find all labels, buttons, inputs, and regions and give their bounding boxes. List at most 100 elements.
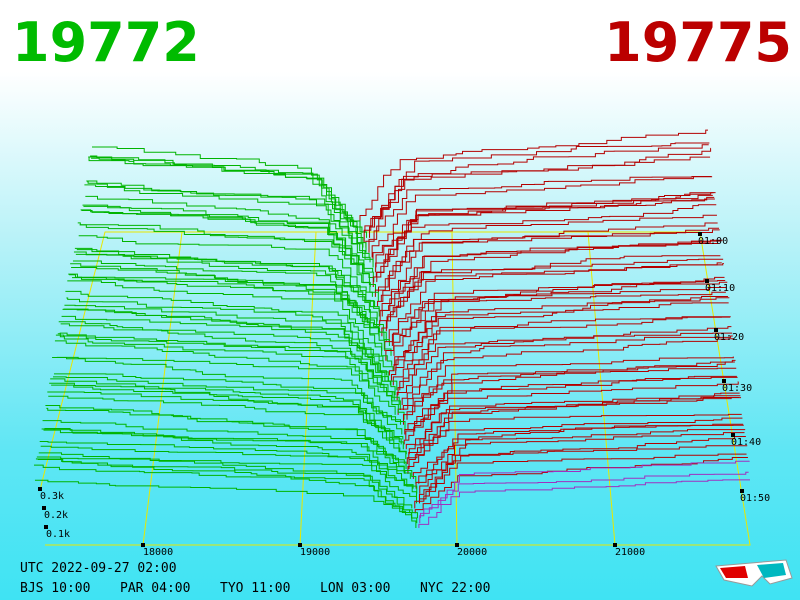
utc-time: UTC 2022-09-27 02:00 xyxy=(20,561,177,576)
depth-label: 0.3k xyxy=(40,491,64,502)
bid-depth-line xyxy=(48,395,407,455)
time-tick xyxy=(722,379,726,383)
price-grid-line xyxy=(587,231,616,546)
bid-depth-line xyxy=(79,224,376,292)
ask-depth-line xyxy=(418,479,750,528)
price-label: 21000 xyxy=(615,547,645,558)
ask-depth-line xyxy=(408,413,742,469)
bid-depth-line xyxy=(41,428,414,489)
price-tick xyxy=(455,543,459,547)
bid-depth-line xyxy=(49,382,404,450)
time-label: 01:40 xyxy=(731,437,761,448)
bid-depth-line xyxy=(60,323,398,391)
bid-depth-line xyxy=(78,235,373,297)
depth-tick xyxy=(38,487,42,491)
ask-depth-line xyxy=(381,229,720,312)
bid-depth-line xyxy=(51,384,404,440)
price-tick xyxy=(141,543,145,547)
bid-depth-line xyxy=(42,420,417,484)
depth-tick xyxy=(42,506,46,510)
ask-depth-line xyxy=(419,429,746,494)
ask-depth-line xyxy=(377,214,717,292)
time-tick xyxy=(714,328,718,332)
price-label: 19000 xyxy=(300,547,330,558)
timezone-label: TYO 11:00 xyxy=(220,581,290,596)
bid-depth-line xyxy=(57,333,400,406)
ask-depth-line xyxy=(402,356,734,410)
ask-depth-line xyxy=(406,397,742,465)
time-label: 01:50 xyxy=(740,493,770,504)
ask-depth-line xyxy=(395,296,728,371)
ask-depth-line xyxy=(372,194,713,263)
ask-depth-line xyxy=(390,297,730,381)
ask-depth-line xyxy=(415,432,745,489)
ask-depth-line xyxy=(408,395,741,460)
bid-depth-line xyxy=(43,429,411,479)
ask-depth-line xyxy=(372,204,717,288)
ask-depth-line xyxy=(371,176,713,258)
timezone-label: PAR 04:00 xyxy=(120,581,190,596)
timezone-label: BJS 10:00 xyxy=(20,581,90,596)
depth-label: 0.2k xyxy=(44,510,68,521)
bid-depth-line xyxy=(52,356,403,435)
bid-depth-line xyxy=(73,251,378,322)
bid-depth-line xyxy=(81,209,375,283)
bid-depth-line xyxy=(72,260,378,327)
bid-depth-line xyxy=(77,222,379,302)
ask-depth-line xyxy=(365,147,712,248)
ask-depth-line xyxy=(414,445,748,509)
bid-depth-line xyxy=(74,247,380,317)
ask-depth-line xyxy=(406,361,735,420)
ask-depth-line xyxy=(404,375,737,435)
bid-depth-line xyxy=(88,156,364,248)
time-label: 01:10 xyxy=(705,283,735,294)
time-tick xyxy=(698,232,702,236)
ask-depth-line xyxy=(375,192,714,268)
price-label: 20000 xyxy=(457,547,487,558)
time-label: 01:20 xyxy=(714,332,744,343)
ask-depth-line xyxy=(418,436,746,499)
bid-depth-line xyxy=(37,459,413,509)
bid-depth-line xyxy=(47,391,407,460)
bid-depth-line xyxy=(44,427,406,474)
ask-depth-line xyxy=(396,332,733,401)
ask-depth-line xyxy=(397,338,735,415)
bid-price: 19772 xyxy=(12,11,200,74)
ask-depth-line xyxy=(376,192,716,283)
bid-depth-line xyxy=(46,407,405,465)
bid-depth-line xyxy=(55,334,396,415)
ask-depth-line xyxy=(405,376,738,440)
price-tick xyxy=(298,543,302,547)
time-tick xyxy=(731,433,735,437)
ask-depth-line xyxy=(418,453,747,504)
bid-depth-line xyxy=(36,456,413,514)
bid-depth-line xyxy=(66,297,384,361)
ask-depth-line xyxy=(368,175,712,253)
ask-depth-line xyxy=(388,263,724,342)
bid-depth-line xyxy=(82,204,374,278)
stereo-glasses-icon[interactable] xyxy=(715,559,793,587)
ask-depth-line xyxy=(385,239,723,332)
bid-depth-line xyxy=(61,315,391,386)
bid-depth-line xyxy=(71,266,380,337)
bid-depth-line xyxy=(50,378,402,445)
time-tick xyxy=(705,279,709,283)
bid-depth-line xyxy=(85,195,371,263)
ask-depth-line xyxy=(393,291,726,356)
ask-price: 19775 xyxy=(604,11,792,74)
bid-depth-line xyxy=(39,441,417,499)
bid-depth-line xyxy=(86,180,370,258)
bid-depth-line xyxy=(80,209,371,288)
ask-depth-line xyxy=(402,359,736,425)
ask-depth-line xyxy=(418,424,744,484)
time-label: 01:30 xyxy=(722,383,752,394)
ask-depth-line xyxy=(359,129,708,228)
ask-depth-line xyxy=(375,198,715,278)
ask-depth-line xyxy=(374,222,718,297)
bid-depth-line xyxy=(34,479,418,524)
time-tick xyxy=(740,489,744,493)
bid-depth-line xyxy=(54,340,405,420)
ask-depth-line xyxy=(419,471,749,519)
ask-depth-line xyxy=(408,392,740,455)
